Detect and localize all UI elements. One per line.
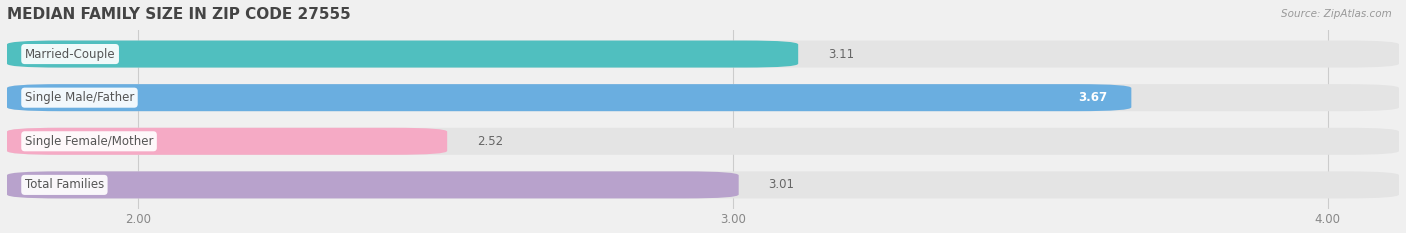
Text: 3.11: 3.11 — [828, 48, 853, 61]
Text: Source: ZipAtlas.com: Source: ZipAtlas.com — [1281, 9, 1392, 19]
Text: 3.67: 3.67 — [1078, 91, 1108, 104]
FancyBboxPatch shape — [7, 171, 1399, 199]
FancyBboxPatch shape — [7, 41, 1399, 68]
FancyBboxPatch shape — [7, 84, 1399, 111]
Text: Total Families: Total Families — [25, 178, 104, 191]
FancyBboxPatch shape — [7, 41, 799, 68]
Text: Single Male/Father: Single Male/Father — [25, 91, 134, 104]
FancyBboxPatch shape — [7, 84, 1132, 111]
Text: Single Female/Mother: Single Female/Mother — [25, 135, 153, 148]
FancyBboxPatch shape — [7, 128, 1399, 155]
Text: 2.52: 2.52 — [477, 135, 503, 148]
FancyBboxPatch shape — [7, 128, 447, 155]
Text: 3.01: 3.01 — [769, 178, 794, 191]
FancyBboxPatch shape — [7, 171, 738, 199]
Text: Married-Couple: Married-Couple — [25, 48, 115, 61]
Text: MEDIAN FAMILY SIZE IN ZIP CODE 27555: MEDIAN FAMILY SIZE IN ZIP CODE 27555 — [7, 7, 350, 22]
